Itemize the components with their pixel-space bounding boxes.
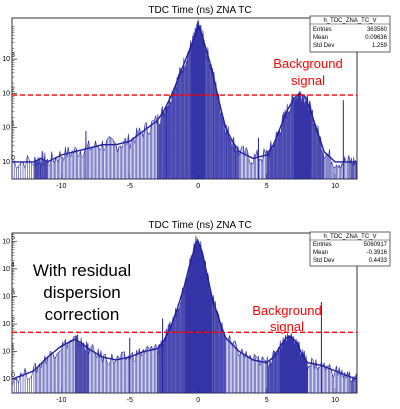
x-tick-label: -5 bbox=[127, 397, 133, 404]
x-tick-label: -10 bbox=[56, 183, 66, 190]
y-tick-label: 10 bbox=[2, 159, 10, 166]
background-annotation-top-line1: Background bbox=[273, 56, 342, 71]
stats-label-mean-top: Mean bbox=[313, 35, 328, 41]
y-tick-exponent: 1 bbox=[11, 345, 15, 352]
residual-annotation-line1: With residual bbox=[33, 261, 131, 280]
y-tick-exponent: 0 bbox=[11, 372, 15, 379]
y-tick-exponent: 4 bbox=[11, 262, 15, 269]
x-tick-label: 0 bbox=[196, 183, 200, 190]
y-tick-label: 10 bbox=[2, 238, 10, 245]
y-tick-exponent: 5 bbox=[11, 234, 15, 241]
stats-name-top: h_TDC_ZNA_TC_V bbox=[323, 18, 376, 24]
x-tick-label: 0 bbox=[196, 397, 200, 404]
residual-annotation-line2: dispersion bbox=[43, 283, 121, 302]
y-tick-exponent: 0 bbox=[11, 155, 15, 162]
stats-value-entries-bottom: 5060917 bbox=[364, 242, 388, 248]
panel-bottom: TDC Time (ns) ZNA TC h_TDC_ZNA_TC_V Entr… bbox=[2, 220, 391, 404]
y-tick-label: 10 bbox=[2, 376, 10, 383]
stats-label-stddev-bottom: Std Dev bbox=[313, 258, 334, 264]
background-annotation-bottom-line2: signal bbox=[270, 319, 304, 334]
x-tick-label: -5 bbox=[127, 183, 133, 190]
x-tick-label: 10 bbox=[331, 397, 339, 404]
series-bottom bbox=[11, 235, 358, 393]
stats-label-stddev-top: Std Dev bbox=[313, 43, 334, 49]
stats-value-mean-top: 0.09636 bbox=[365, 35, 387, 41]
stats-name-bottom: h_TDC_ZNA_TC_V bbox=[323, 234, 376, 240]
y-tick-exponent: 3 bbox=[11, 52, 15, 59]
y-tick-exponent: 3 bbox=[11, 289, 15, 296]
stats-box-bottom: h_TDC_ZNA_TC_V Entries 5060917 Mean -0.3… bbox=[309, 231, 391, 267]
y-tick-label: 10 bbox=[2, 293, 10, 300]
y-tick-label: 10 bbox=[2, 266, 10, 273]
x-tick-label: 5 bbox=[265, 397, 269, 404]
background-annotation-bottom-line1: Background bbox=[252, 303, 321, 318]
y-tick-label: 10 bbox=[2, 349, 10, 356]
histogram-series bbox=[11, 19, 357, 179]
y-tick-label: 10 bbox=[2, 56, 10, 63]
y-tick-label: 10 bbox=[2, 321, 10, 328]
y-tick-label: 10 bbox=[2, 90, 10, 97]
stats-value-stddev-top: 1.259 bbox=[372, 43, 388, 49]
stats-label-mean-bottom: Mean bbox=[313, 250, 328, 256]
stats-label-entries-bottom: Entries bbox=[313, 242, 332, 248]
stats-label-entries-top: Entries bbox=[313, 27, 332, 33]
stats-value-entries-top: 363560 bbox=[367, 27, 388, 33]
stats-value-mean-bottom: -0.3916 bbox=[367, 250, 388, 256]
residual-annotation-line3: correction bbox=[45, 305, 120, 324]
stats-box-top: h_TDC_ZNA_TC_V Entries 363560 Mean 0.096… bbox=[309, 15, 391, 53]
x-tick-label: -10 bbox=[56, 397, 66, 404]
panel-top: TDC Time (ns) ZNA TC h_TDC_ZNA_TC_V Entr… bbox=[2, 5, 391, 190]
x-tick-label: 5 bbox=[265, 183, 269, 190]
x-tick-label: 10 bbox=[331, 183, 339, 190]
histogram-outline bbox=[11, 240, 358, 380]
stats-value-stddev-bottom: 0.4433 bbox=[369, 258, 388, 264]
y-tick-exponent: 2 bbox=[11, 317, 15, 324]
y-tick-exponent: 1 bbox=[11, 121, 15, 128]
background-annotation-top-line2: signal bbox=[291, 73, 325, 88]
chart-title-bottom: TDC Time (ns) ZNA TC bbox=[148, 220, 251, 231]
y-tick-label: 10 bbox=[2, 125, 10, 132]
y-tick-exponent: 2 bbox=[11, 86, 15, 93]
chart-title-top: TDC Time (ns) ZNA TC bbox=[148, 5, 251, 16]
